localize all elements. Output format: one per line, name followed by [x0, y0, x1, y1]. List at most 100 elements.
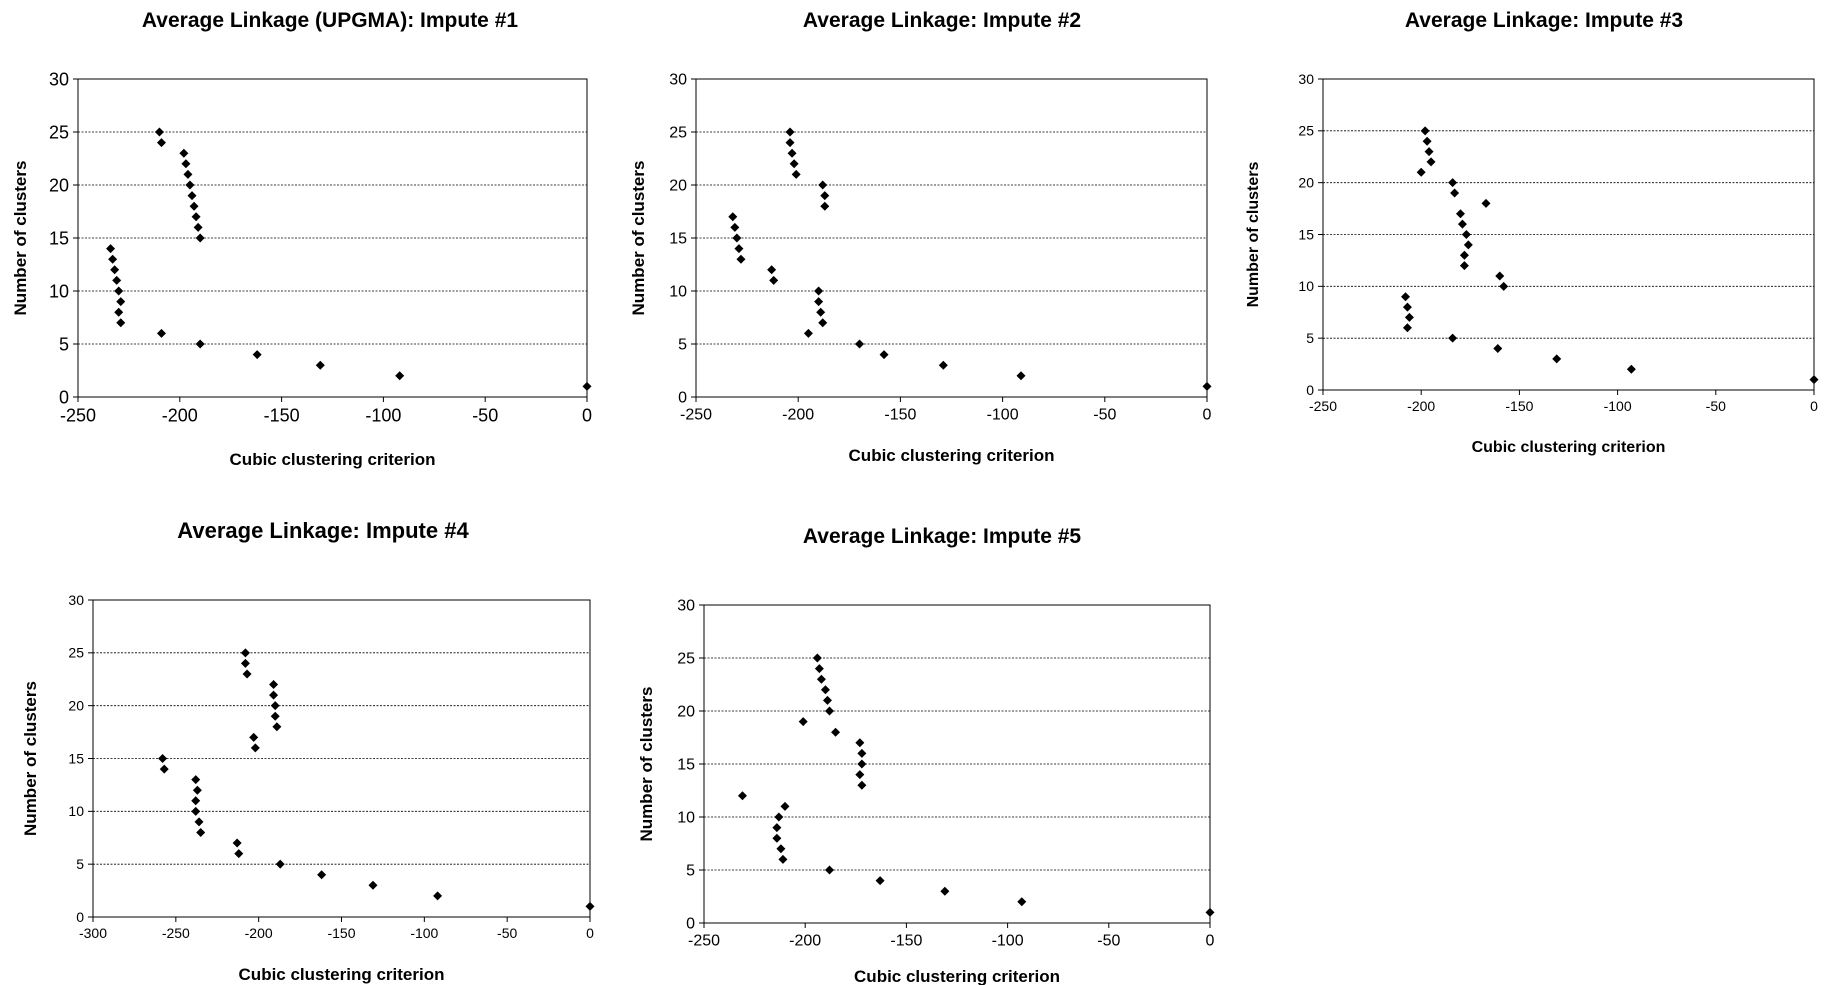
data-point: [191, 806, 201, 816]
data-point: [789, 159, 799, 169]
chart-panel-4: Average Linkage: Impute #4 0 5 10 15 20 25 30 -3…: [21, 518, 595, 984]
y-tick-label: 0: [1306, 382, 1314, 398]
y-tick-label: 30: [68, 592, 84, 608]
data-point: [116, 318, 126, 328]
y-tick-label: 30: [49, 69, 69, 89]
data-point: [820, 201, 830, 211]
data-point: [769, 275, 779, 285]
data-point: [737, 791, 747, 801]
data-point: [1017, 897, 1027, 907]
x-tick-label: -100: [410, 925, 438, 941]
y-tick-label: 30: [1298, 71, 1314, 87]
x-tick-label: -200: [162, 405, 198, 425]
data-point: [179, 148, 189, 158]
x-tick-label: 0: [1203, 407, 1212, 424]
x-tick-label: -150: [884, 407, 916, 424]
data-point: [816, 307, 826, 317]
chart-panel-3: Average Linkage: Impute #3 0 5 10 15 20 25 30 -2…: [1245, 9, 1819, 456]
y-tick-label: 25: [49, 122, 69, 142]
data-point: [193, 222, 203, 232]
data-point: [1205, 907, 1215, 917]
chart-panel-2: Average Linkage: Impute #2 0 5 10 15 20 25 30 -2…: [629, 9, 1212, 465]
x-axis-label: Cubic clustering criterion: [1472, 439, 1666, 456]
data-point: [736, 254, 746, 264]
data-point: [814, 286, 824, 296]
x-tick-label: -250: [162, 925, 190, 941]
data-point: [270, 701, 280, 711]
x-tick-label: -200: [1407, 398, 1435, 414]
y-tick-label: 15: [669, 231, 687, 248]
data-point: [1402, 323, 1412, 333]
x-axis-label: Cubic clustering criterion: [854, 967, 1060, 985]
x-tick-label: 0: [1810, 398, 1818, 414]
data-point: [315, 360, 325, 370]
data-point: [1016, 371, 1026, 381]
data-point: [1422, 136, 1432, 146]
data-point: [855, 738, 865, 748]
x-tick-label: -200: [789, 933, 821, 950]
x-tick-label: 0: [586, 925, 594, 941]
x-axis-label: Cubic clustering criterion: [230, 450, 436, 469]
x-axis-label: Cubic clustering criterion: [239, 965, 445, 984]
y-tick-label: 20: [677, 704, 695, 721]
x-tick-label: -100: [1604, 398, 1632, 414]
chart-title: Average Linkage: Impute #3: [1405, 9, 1683, 32]
x-tick-label: -50: [1706, 398, 1726, 414]
x-tick-label: -150: [1505, 398, 1533, 414]
data-point: [1402, 302, 1412, 312]
y-tick-label: 5: [59, 334, 69, 354]
x-tick-label: 0: [582, 405, 592, 425]
data-point: [855, 339, 865, 349]
y-tick-label: 25: [669, 125, 687, 142]
data-point: [857, 780, 867, 790]
data-point: [824, 865, 834, 875]
data-point: [1499, 281, 1509, 291]
data-point: [395, 371, 405, 381]
x-tick-label: -250: [60, 405, 96, 425]
data-point: [1426, 157, 1436, 167]
data-point: [787, 148, 797, 158]
data-point: [195, 233, 205, 243]
data-point: [158, 754, 168, 763]
data-point: [730, 222, 740, 232]
data-point: [1450, 188, 1460, 198]
data-point: [112, 275, 122, 285]
chart-panel-5: Average Linkage: Impute #5 0 5 10 15 20 25 30 -2…: [637, 525, 1215, 985]
x-tick-label: -100: [365, 405, 401, 425]
data-point: [824, 706, 834, 716]
data-point: [196, 827, 206, 837]
data-point: [1463, 240, 1473, 250]
data-point: [812, 653, 822, 663]
x-tick-label: -200: [245, 925, 273, 941]
data-point: [272, 722, 282, 732]
y-tick-label: 10: [1298, 278, 1314, 294]
x-tick-label: -250: [688, 933, 720, 950]
y-axis-label: Number of clusters: [21, 681, 40, 836]
y-axis-label: Number of clusters: [11, 161, 30, 316]
y-axis-label: Number of clusters: [629, 161, 648, 316]
chart-title: Average Linkage: Impute #2: [803, 9, 1081, 32]
y-tick-label: 0: [59, 387, 69, 407]
y-tick-label: 10: [677, 810, 695, 827]
y-tick-label: 20: [49, 175, 69, 195]
x-axis-label: Cubic clustering criterion: [849, 446, 1055, 465]
data-point: [187, 191, 197, 201]
data-point: [250, 743, 260, 753]
y-tick-label: 15: [1298, 226, 1314, 242]
data-point: [181, 159, 191, 169]
y-tick-label: 0: [678, 390, 687, 407]
y-tick-label: 10: [49, 281, 69, 301]
y-tick-label: 30: [669, 72, 687, 89]
data-point: [780, 801, 790, 811]
data-point: [1459, 261, 1469, 271]
x-tick-label: -150: [327, 925, 355, 941]
y-tick-label: 5: [686, 863, 695, 880]
data-point: [940, 886, 950, 896]
y-tick-label: 5: [76, 856, 84, 872]
data-point: [831, 727, 841, 737]
data-point: [191, 796, 201, 806]
data-point: [1404, 312, 1414, 322]
data-point: [159, 764, 169, 774]
data-point: [270, 711, 280, 721]
